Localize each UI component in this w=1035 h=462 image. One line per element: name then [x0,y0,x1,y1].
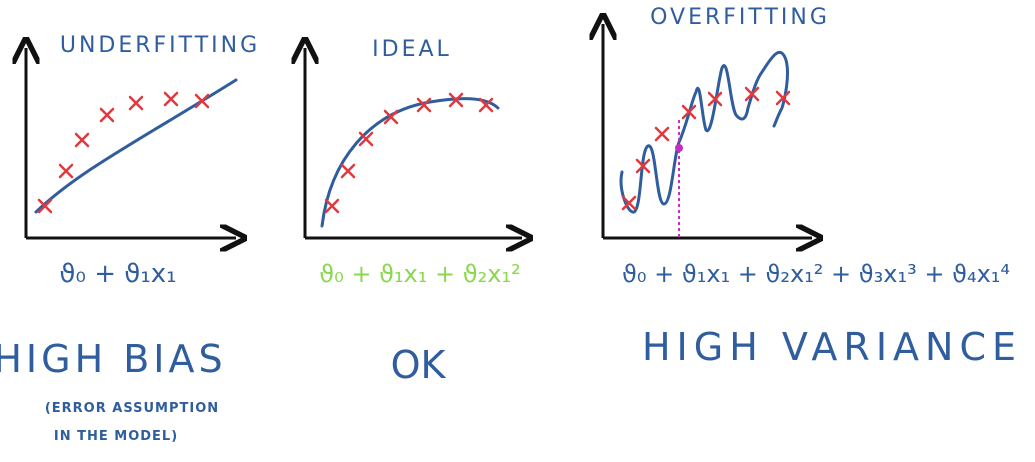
high-bias-label: HIGH BIAS [0,337,227,381]
data-point-marker [654,126,670,142]
ideal-axes [305,48,522,238]
data-point-marker [635,158,651,174]
data-point-marker [744,86,760,102]
overfitting-data-points [621,86,791,211]
data-point-marker [37,198,53,214]
underfitting-data-points [37,91,210,214]
data-point-marker [99,107,115,123]
data-point-marker [324,198,340,214]
high-bias-note-line-1: (ERROR ASSUMPTION [45,401,219,416]
ideal-formula: ϑ₀ + ϑ₁x₁ + ϑ₂x₁² [319,260,520,288]
ideal-quadratic-fit-curve [320,97,500,228]
data-point-marker [194,93,210,109]
data-point-marker [58,163,74,179]
data-point-marker [383,109,399,125]
overfitting-axes [603,24,812,238]
data-point-marker [681,104,697,120]
data-point-marker [707,91,723,107]
ideal-data-points [324,92,494,214]
data-point-marker [128,95,144,111]
overfitting-polynomial-fit-curve [619,51,789,214]
data-point-marker [163,91,179,107]
data-point-marker [478,97,494,113]
data-point-marker [358,131,374,147]
data-point-marker [340,163,356,179]
data-point-marker [416,97,432,113]
panel-ideal: IDEAL ϑ₀ + ϑ₁x₁ + ϑ₂x₁² OK [305,37,522,387]
high-bias-note-line-2: IN THE MODEL) [54,429,178,444]
residual-point [675,144,683,152]
underfitting-title: UNDERFITTING [60,33,260,58]
underfitting-linear-fit-curve [34,78,238,214]
residual-marker [675,120,683,240]
ok-label: OK [391,343,447,387]
panel-overfitting: OVERFITTING ϑ₀ + ϑ₁x₁ + ϑ₂x₁² + ϑ₃x₁³ + … [603,5,1022,369]
data-point-marker [621,195,637,211]
ideal-title: IDEAL [372,37,452,62]
overfitting-formula: ϑ₀ + ϑ₁x₁ + ϑ₂x₁² + ϑ₃x₁³ + ϑ₄x₁⁴ [622,260,1010,288]
data-point-marker [74,132,90,148]
panel-underfitting: UNDERFITTING ϑ₀ + ϑ₁x₁ HIGH BIAS (ERROR … [0,33,260,444]
underfitting-axes [26,48,236,238]
underfitting-formula: ϑ₀ + ϑ₁x₁ [59,259,176,289]
high-variance-label: HIGH VARIANCE [642,325,1022,369]
data-point-marker [775,90,791,106]
data-point-marker [448,92,464,108]
overfitting-title: OVERFITTING [650,5,830,30]
